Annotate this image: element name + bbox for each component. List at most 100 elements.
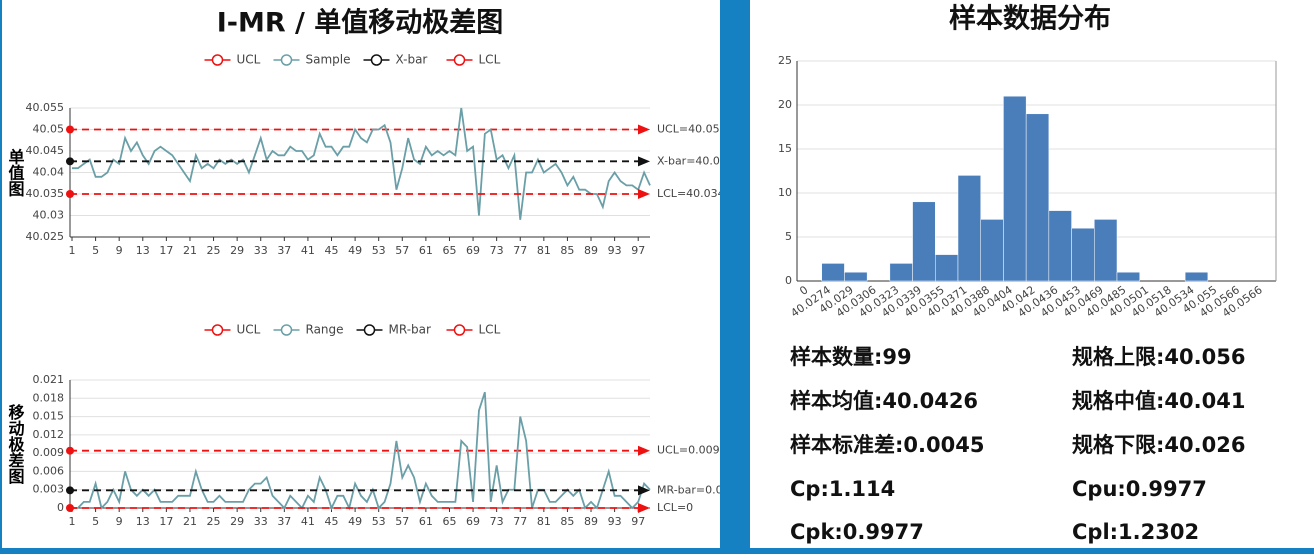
x-tick-label: 81 xyxy=(537,244,551,257)
control-line-arrow xyxy=(638,189,650,199)
bar xyxy=(1025,113,1050,282)
y-tick-label: 40.055 xyxy=(26,101,65,114)
x-tick-label: 29 xyxy=(230,244,244,257)
legend-label: UCL xyxy=(237,53,261,67)
control-line-arrow xyxy=(638,445,650,456)
stat-text: 样本数量:99 xyxy=(790,345,912,369)
x-tick-label: 57 xyxy=(395,244,409,257)
legend-label: MR-bar xyxy=(389,323,432,337)
legend-label: LCL xyxy=(479,323,501,337)
x-tick-label: 93 xyxy=(608,515,622,528)
y-tick-label: 10 xyxy=(778,186,792,199)
control-line-start xyxy=(66,125,74,134)
x-tick-label: 1 xyxy=(69,244,76,257)
x-tick-label: 85 xyxy=(560,515,574,528)
bar xyxy=(821,263,845,282)
control-line-arrow xyxy=(638,124,650,135)
x-tick-label: 33 xyxy=(254,244,268,257)
bar xyxy=(1116,271,1140,282)
control-line-start xyxy=(66,190,74,198)
x-tick-label: 45 xyxy=(325,515,339,528)
control-line-label: LCL=0 xyxy=(657,501,693,514)
x-tick-label: 93 xyxy=(608,244,622,257)
y-tick-label: 0.009 xyxy=(33,446,65,459)
x-tick-label: 25 xyxy=(207,244,221,257)
control-line-arrow xyxy=(638,485,650,496)
x-tick-label: 85 xyxy=(560,244,574,257)
x-tick-label: 41 xyxy=(301,515,315,528)
y-axis-label: 单值图 xyxy=(6,148,25,198)
x-tick-label: 41 xyxy=(301,244,315,257)
stat-text: 规格中值:40.041 xyxy=(1072,389,1245,413)
bar xyxy=(912,201,936,282)
control-line-start xyxy=(66,157,74,166)
control-line-start xyxy=(66,504,74,512)
data-line xyxy=(72,391,651,511)
bar xyxy=(844,271,868,282)
legend-symbol xyxy=(363,324,376,336)
control-line-label: UCL=40.05 xyxy=(657,123,720,136)
x-tick-label: 49 xyxy=(348,515,362,528)
y-tick-label: 40.045 xyxy=(26,144,65,157)
legend-label: LCL xyxy=(479,53,501,67)
legend-symbol xyxy=(280,324,293,336)
legend-label: UCL xyxy=(237,323,261,337)
y-tick-label: 0.006 xyxy=(33,464,65,477)
x-tick-label: 77 xyxy=(513,244,527,257)
y-tick-label: 5 xyxy=(785,230,792,243)
histogram-panel: 样本数据分布0510152025040.027440.02940.030640.… xyxy=(778,3,1277,544)
x-tick-label: 53 xyxy=(372,244,386,257)
x-tick-label: 77 xyxy=(513,515,527,528)
legend-label: Range xyxy=(306,323,344,337)
y-tick-label: 0.018 xyxy=(33,391,65,404)
x-tick-label: 37 xyxy=(277,515,291,528)
x-tick-label: 9 xyxy=(116,515,123,528)
x-tick-label: 5 xyxy=(92,244,99,257)
x-tick-label: 29 xyxy=(230,515,244,528)
bar xyxy=(957,175,981,282)
y-tick-label: 0.012 xyxy=(33,428,65,441)
legend-symbol xyxy=(211,54,224,66)
legend-symbol xyxy=(453,324,466,336)
y-tick-label: 15 xyxy=(778,142,792,155)
control-line-label: UCL=0.009 xyxy=(657,444,720,457)
control-line-label: LCL=40.034 xyxy=(657,187,725,200)
x-tick-label: 89 xyxy=(584,515,598,528)
x-tick-label: 89 xyxy=(584,244,598,257)
control-line-start xyxy=(66,446,74,455)
x-tick-label: 61 xyxy=(419,515,433,528)
legend-label: Sample xyxy=(306,53,351,67)
data-line xyxy=(72,107,651,220)
y-tick-label: 0 xyxy=(57,501,64,514)
x-tick-label: 17 xyxy=(159,244,173,257)
bar xyxy=(1071,227,1095,282)
bar xyxy=(1094,219,1118,282)
x-tick-label: 73 xyxy=(490,515,504,528)
x-tick-label: 97 xyxy=(631,244,645,257)
y-tick-label: 40.025 xyxy=(26,230,65,243)
x-tick-label: 45 xyxy=(325,244,339,257)
y-tick-label: 0.021 xyxy=(33,373,65,386)
stat-text: 规格上限:40.056 xyxy=(1072,345,1245,369)
x-tick-label: 13 xyxy=(136,244,150,257)
y-axis-label: 移动极差图 xyxy=(6,403,25,485)
x-tick-label: 69 xyxy=(466,244,480,257)
y-tick-label: 0 xyxy=(785,274,792,287)
x-tick-label: 25 xyxy=(207,515,221,528)
legend-symbol xyxy=(280,54,293,66)
chart-title: 样本数据分布 xyxy=(949,3,1111,35)
left-panel xyxy=(2,0,720,548)
x-tick-label: 21 xyxy=(183,515,197,528)
x-tick-label: 13 xyxy=(136,515,150,528)
x-tick-label: 9 xyxy=(116,244,123,257)
bar xyxy=(1184,271,1209,282)
bar xyxy=(1003,95,1027,282)
y-tick-label: 25 xyxy=(778,54,792,67)
control-line-arrow xyxy=(638,503,650,513)
legend-symbol xyxy=(453,54,466,66)
stat-text: Cp:1.114 xyxy=(790,477,895,501)
stat-text: 样本均值:40.0426 xyxy=(790,389,978,413)
x-tick-label: 21 xyxy=(183,244,197,257)
